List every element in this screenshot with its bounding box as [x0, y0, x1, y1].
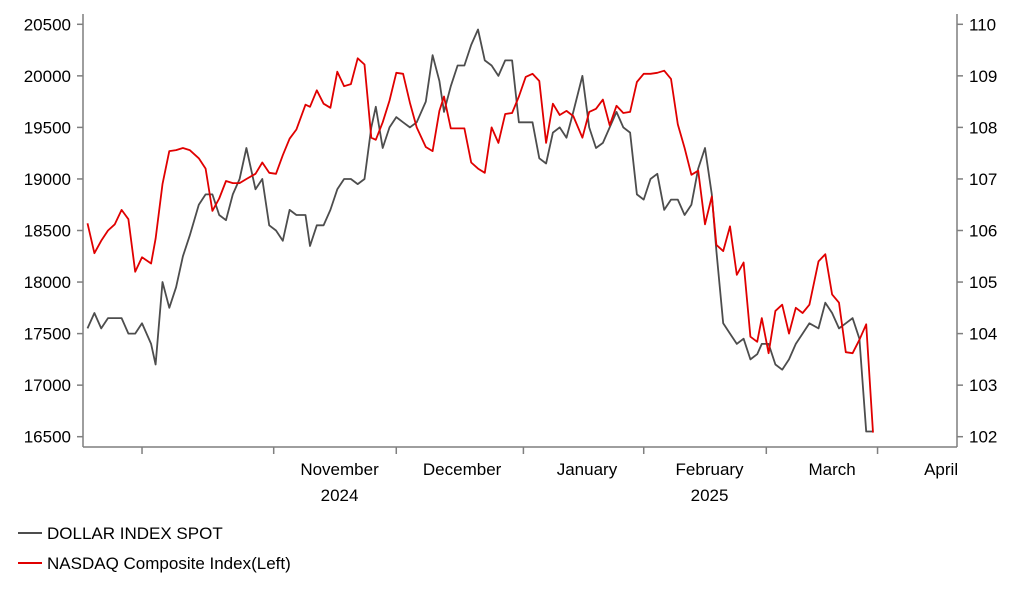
x-tick-label: March	[809, 460, 856, 479]
x-tick-label-year: 2024	[321, 486, 359, 505]
x-tick-label: April	[924, 460, 958, 479]
y-tick-label-left: 19500	[24, 118, 71, 137]
axes: 16500 17000 17500 18000 18500 19000 19500 20000…	[24, 14, 997, 505]
legend-label-nasdaq: NASDAQ Composite Index(Left)	[47, 554, 291, 573]
y-tick-label-left: 19000	[24, 170, 71, 189]
y-tick-label-right: 108	[969, 118, 997, 137]
legend-label-dollar: DOLLAR INDEX SPOT	[47, 524, 223, 543]
y-tick-label-right: 104	[969, 325, 997, 344]
y-tick-label-right: 106	[969, 222, 997, 241]
y-tick-label-right: 109	[969, 67, 997, 86]
y-tick-label-right: 102	[969, 428, 997, 447]
y-tick-label-left: 18500	[24, 222, 71, 241]
y-tick-label-right: 103	[969, 376, 997, 395]
y-tick-label-left: 17000	[24, 376, 71, 395]
x-tick-label-year: 2025	[691, 486, 729, 505]
legend-item-dollar[interactable]: DOLLAR INDEX SPOT	[18, 524, 223, 543]
series-line-nasdaq	[86, 57, 874, 433]
series-layer	[86, 28, 874, 433]
y-tick-label-right: 110	[969, 15, 996, 34]
x-tick-label: November	[300, 460, 379, 479]
legend-item-nasdaq[interactable]: NASDAQ Composite Index(Left)	[18, 554, 291, 573]
y-tick-label-left: 17500	[24, 325, 71, 344]
series-line-dollar-index	[86, 28, 873, 433]
y-tick-label-left: 16500	[24, 428, 71, 447]
y-tick-label-left: 20500	[24, 15, 71, 34]
y-tick-label-right: 107	[969, 170, 997, 189]
x-tick-label: February	[676, 460, 745, 479]
y-tick-label-left: 18000	[24, 273, 71, 292]
y-tick-label-right: 105	[969, 273, 997, 292]
legend: DOLLAR INDEX SPOT NASDAQ Composite Index…	[18, 524, 291, 573]
x-tick-label: December	[423, 460, 502, 479]
x-tick-label: January	[557, 460, 618, 479]
y-tick-label-left: 20000	[24, 67, 71, 86]
